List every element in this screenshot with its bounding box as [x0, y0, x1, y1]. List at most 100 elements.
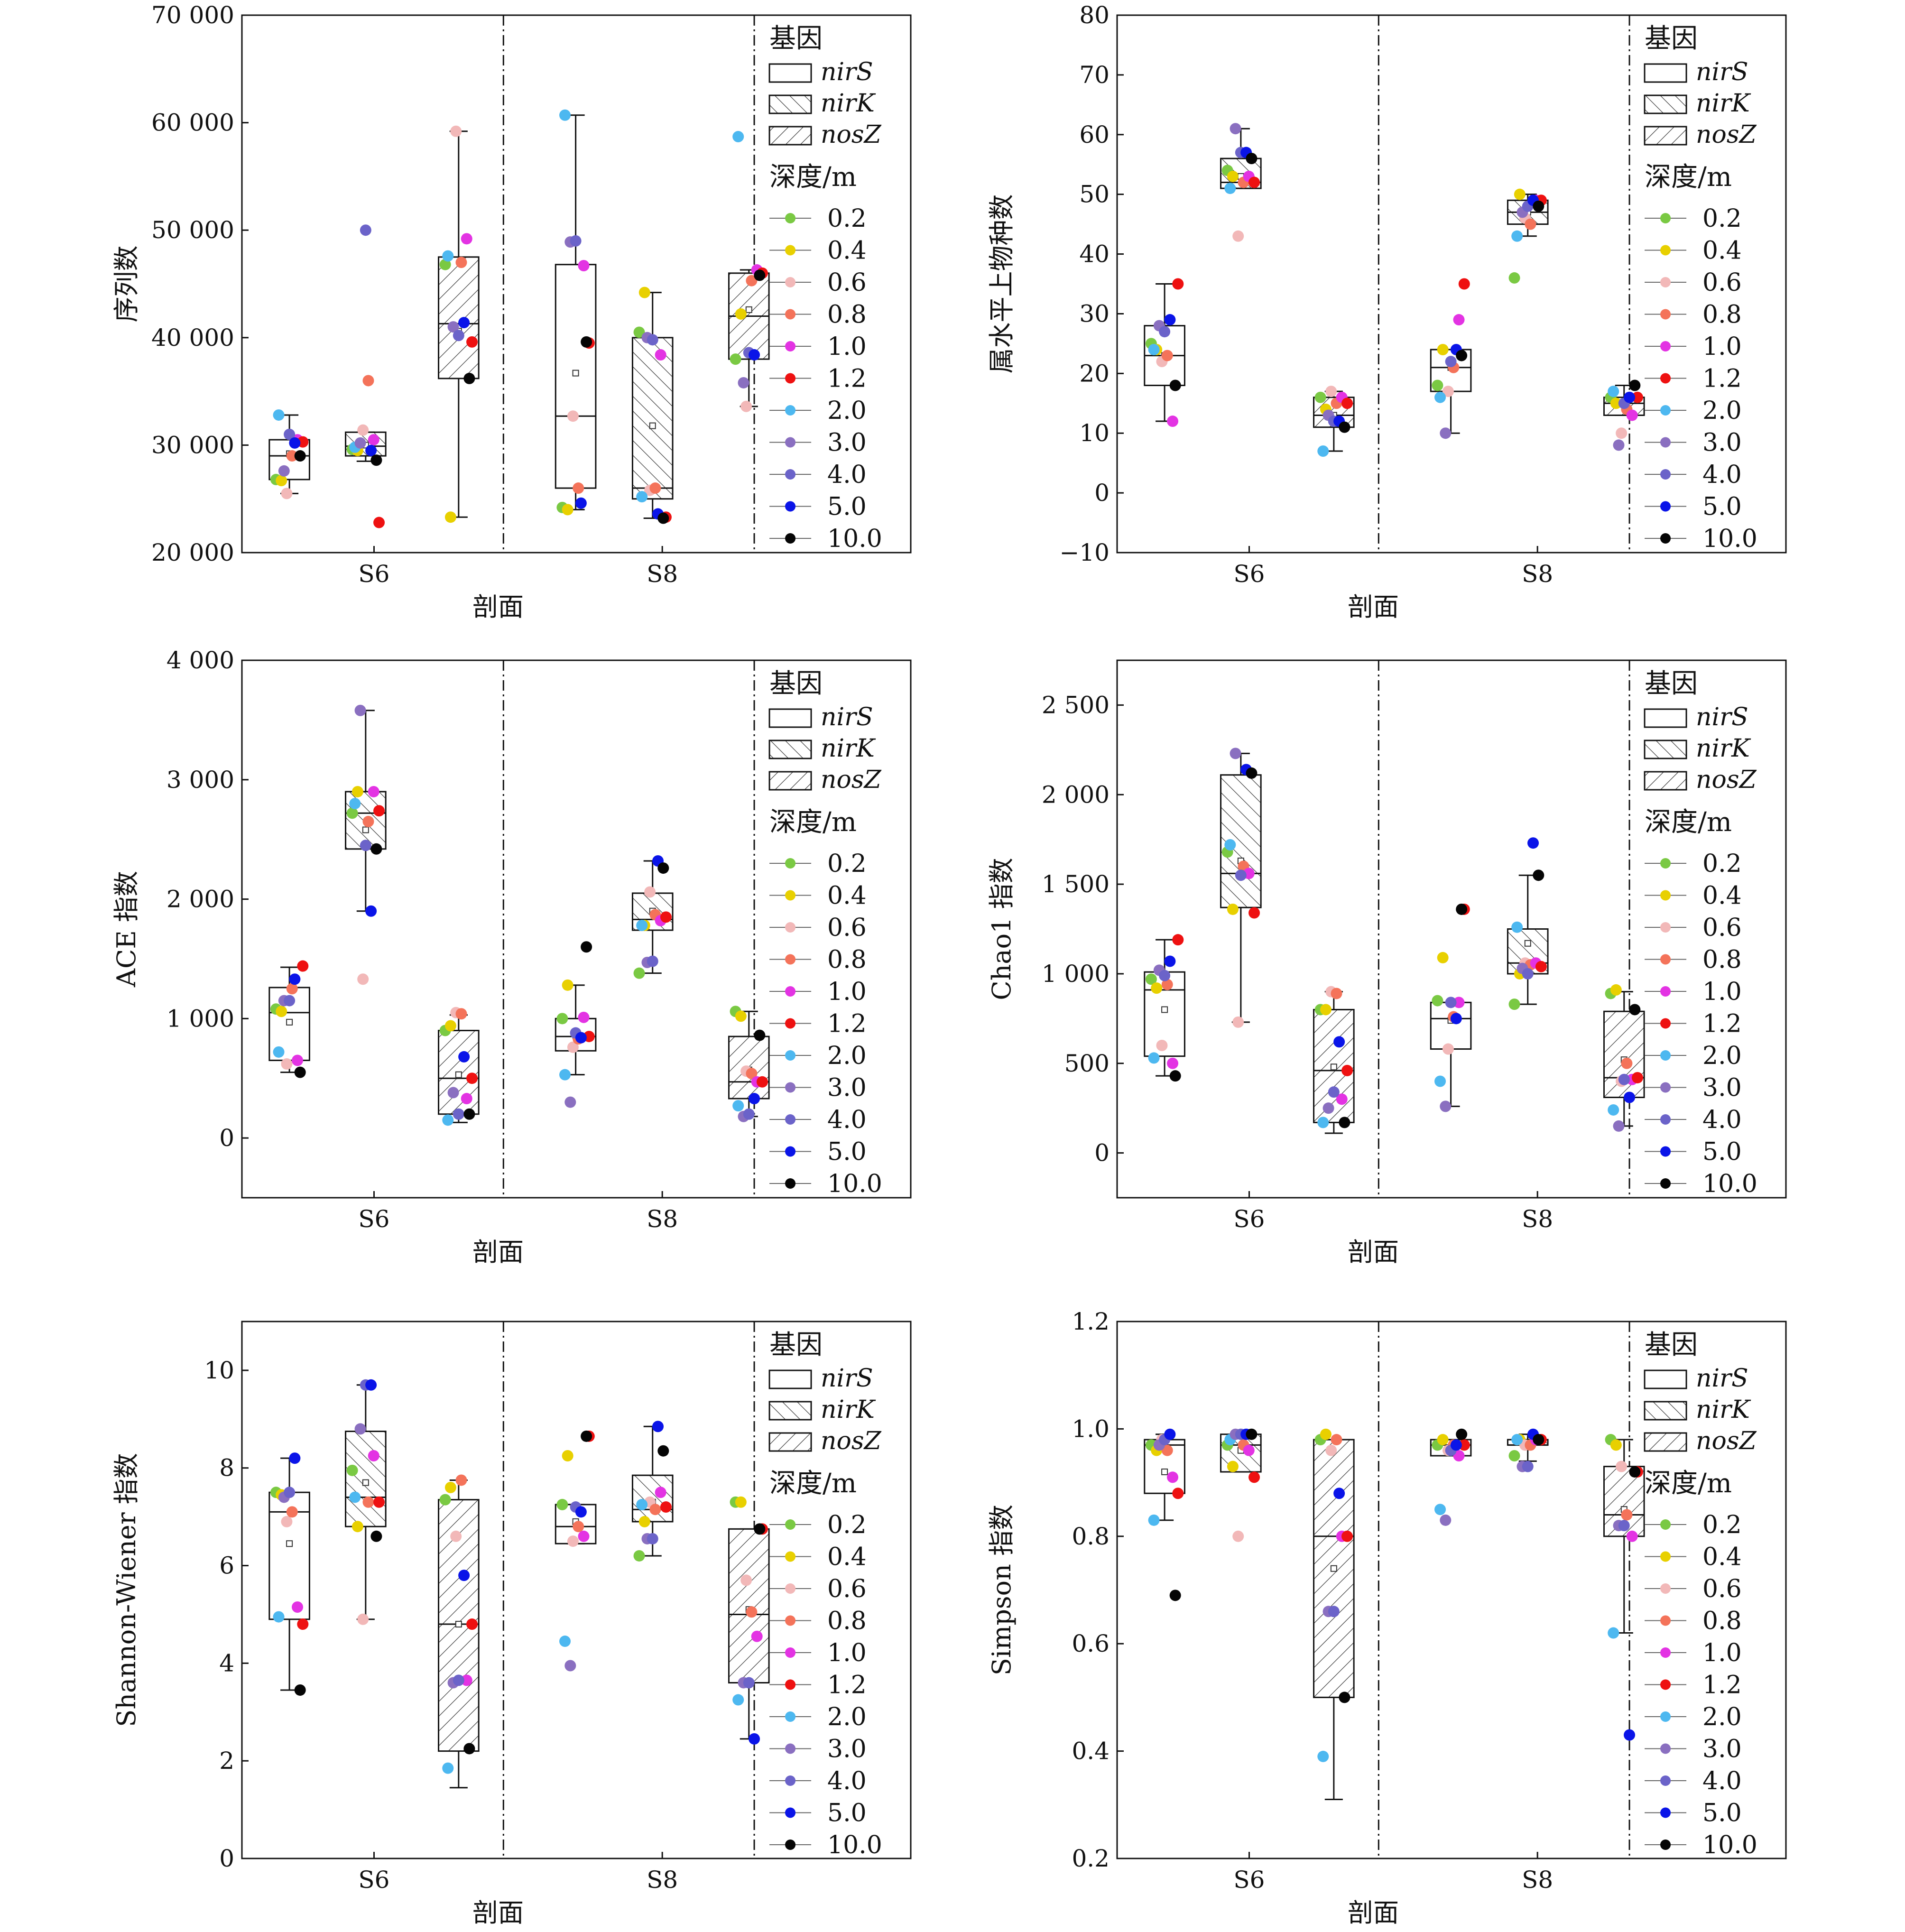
legend-marker-1.0 [785, 986, 796, 997]
legend-depth-2.0: 2.0 [827, 1042, 867, 1070]
box-mean-marker [455, 1621, 462, 1628]
point-depth-0.6 [1616, 427, 1628, 439]
point-depth-0.4 [1227, 170, 1239, 182]
point-depth-4.0 [1618, 1073, 1630, 1085]
point-depth-1.0 [1167, 1471, 1179, 1483]
point-depth-0.6 [740, 1574, 752, 1586]
x-tick-label-S8: S8 [1522, 560, 1553, 588]
legend-depth-0.2: 0.2 [1702, 850, 1742, 878]
legend-marker-0.8 [1660, 309, 1671, 320]
y-tick-label: 2 000 [1042, 781, 1110, 808]
point-depth-3.0 [1440, 1100, 1452, 1112]
point-depth-2.0 [442, 1114, 454, 1126]
point-depth-2.0 [1434, 391, 1446, 403]
point-depth-10.0 [1246, 767, 1258, 779]
box-mean-marker [649, 422, 656, 429]
y-tick-label: 60 000 [151, 109, 234, 137]
point-depth-10.0 [657, 862, 669, 874]
legend-label-nosZ: nosZ [821, 766, 881, 794]
point-depth-5.0 [1624, 391, 1636, 403]
legend-marker-10.0 [1660, 533, 1671, 544]
point-depth-10.0 [657, 512, 669, 524]
legend-swatch-nosZ [768, 771, 812, 791]
legend-depth-1.2: 1.2 [1702, 1671, 1742, 1700]
point-depth-2.0 [1224, 839, 1236, 850]
point-depth-1.2 [466, 1618, 478, 1630]
legend-marker-0.6 [785, 922, 796, 933]
point-depth-10.0 [294, 1066, 306, 1078]
y-tick-label: 80 [1079, 1, 1110, 29]
y-tick-label: 1 000 [166, 1005, 234, 1032]
point-depth-0.4 [351, 1521, 363, 1533]
point-depth-1.0 [1626, 1530, 1638, 1542]
y-tick-label: 0 [219, 1124, 234, 1152]
point-depth-10.0 [1456, 350, 1468, 361]
point-depth-5.0 [575, 497, 587, 509]
point-depth-2.0 [1148, 1514, 1160, 1526]
legend-marker-4.0 [1660, 1114, 1671, 1125]
point-depth-0.8 [573, 482, 584, 494]
point-depth-0.6 [281, 1516, 293, 1527]
point-depth-4.0 [1445, 356, 1457, 368]
legend-depth-title: 深度/m [1645, 807, 1732, 838]
point-depth-3.0 [1322, 1102, 1334, 1114]
legend-swatch-nosZ [768, 126, 812, 146]
point-depth-5.0 [1527, 837, 1539, 849]
plot-frame [241, 14, 912, 554]
y-tick-label: 0.2 [1072, 1845, 1110, 1872]
box-mean-marker [1330, 1565, 1337, 1572]
legend-marker-0.2 [1660, 1519, 1671, 1530]
point-depth-0.4 [562, 1450, 573, 1461]
legend-marker-10.0 [785, 1178, 796, 1189]
legend-marker-10.0 [1660, 1178, 1671, 1189]
legend-marker-1.2 [785, 373, 796, 384]
point-depth-0.2 [1145, 973, 1157, 985]
point-depth-0.2 [1432, 995, 1443, 1007]
legend-swatch-nosZ [1644, 771, 1687, 791]
point-depth-0.6 [644, 886, 656, 898]
point-depth-5.0 [1450, 1013, 1462, 1025]
legend-marker-0.6 [785, 277, 796, 287]
x-tick-label-S8: S8 [1522, 1866, 1553, 1894]
point-depth-1.2 [1172, 934, 1184, 946]
y-tick-label: 50 [1079, 181, 1110, 208]
legend-depth-3.0: 3.0 [827, 429, 867, 457]
point-depth-10.0 [1169, 1590, 1181, 1601]
x-tick-label-S8: S8 [1522, 1205, 1553, 1233]
point-depth-0.8 [573, 1521, 584, 1533]
point-depth-0.6 [567, 1041, 579, 1053]
point-depth-0.6 [1156, 1039, 1168, 1051]
legend-depth-1.2: 1.2 [827, 1010, 867, 1038]
legend-marker-10.0 [1660, 1840, 1671, 1850]
point-depth-1.0 [292, 1601, 304, 1613]
point-depth-0.4 [735, 308, 747, 320]
point-depth-5.0 [652, 1421, 664, 1433]
x-tick-label-S6: S6 [358, 1866, 389, 1894]
point-depth-4.0 [743, 1677, 755, 1689]
point-depth-2.0 [273, 1611, 285, 1623]
point-depth-2.0 [732, 131, 744, 143]
point-depth-2.0 [442, 250, 454, 262]
point-depth-1.0 [751, 1630, 763, 1642]
legend-marker-2.0 [1660, 1050, 1671, 1061]
point-depth-0.6 [357, 1613, 369, 1625]
point-depth-4.0 [1159, 970, 1171, 981]
point-depth-0.8 [649, 1504, 661, 1516]
legend-marker-0.2 [1660, 213, 1671, 223]
point-depth-5.0 [458, 1570, 470, 1581]
point-depth-0.2 [1432, 379, 1443, 391]
point-depth-0.8 [1161, 350, 1173, 361]
legend-depth-10.0: 10.0 [827, 1831, 882, 1859]
box-mean-marker [1524, 940, 1531, 947]
point-depth-2.0 [1148, 343, 1160, 355]
legend-marker-4.0 [1660, 469, 1671, 480]
point-depth-1.0 [578, 1530, 590, 1542]
legend-label-nirS: nirS [821, 703, 873, 731]
y-tick-label: 30 000 [151, 431, 234, 459]
legend-depth-5.0: 5.0 [1702, 493, 1742, 521]
legend-depth-1.0: 1.0 [1702, 333, 1742, 361]
x-tick-label-S8: S8 [647, 1866, 678, 1894]
point-depth-0.8 [286, 983, 298, 995]
legend-depth-3.0: 3.0 [827, 1074, 867, 1102]
legend-marker-2.0 [1660, 405, 1671, 416]
